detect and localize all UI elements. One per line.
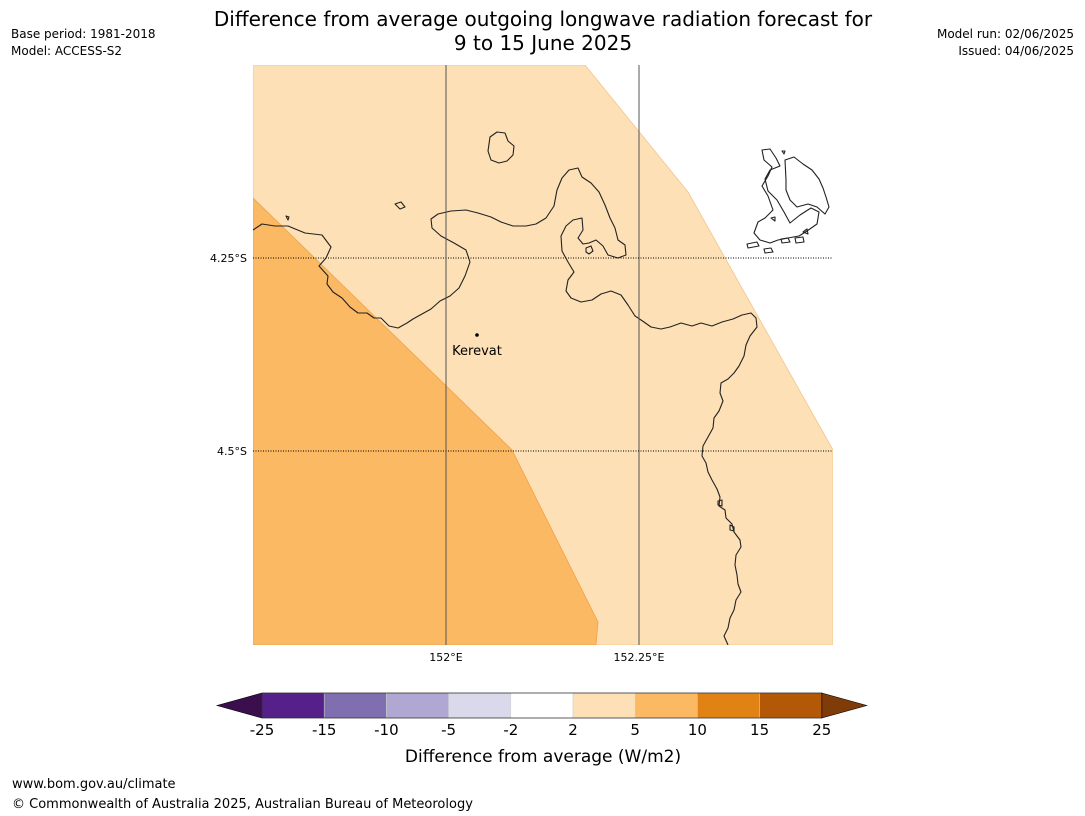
- base-period: Base period: 1981-2018: [11, 27, 156, 41]
- colorbar-tick-label: 15: [750, 721, 769, 739]
- coastline-islet-w: [285, 215, 290, 221]
- coastline-island-ne: [753, 148, 820, 244]
- coastline-island-north: [487, 131, 515, 164]
- colorbar-swatches: [215, 692, 868, 719]
- title-line-1: Difference from average outgoing longwav…: [213, 7, 873, 31]
- colorbar-tick-label: -5: [441, 721, 456, 739]
- coastline-islet-ne-b: [781, 150, 786, 155]
- coastline-island-ne-7: [802, 228, 809, 235]
- title-line-2: 9 to 15 June 2025: [453, 31, 633, 55]
- coastline-island-ne-4: [763, 247, 774, 254]
- colorbar-tick-label: -25: [250, 721, 275, 739]
- coastline-islet-c: [717, 499, 723, 507]
- colorbar-outline: [261, 692, 823, 719]
- colorbar-swatch: [386, 692, 449, 719]
- copyright: © Commonwealth of Australia 2025, Austra…: [12, 797, 473, 812]
- colorbar-swatch: [261, 692, 325, 719]
- colorbar-tick-label: -15: [312, 721, 337, 739]
- colorbar-tick-label: 10: [688, 721, 707, 739]
- coastline-island-small: [394, 201, 406, 210]
- coastline-island-ne-5: [780, 237, 791, 244]
- colorbar-arrow-high: [821, 692, 868, 719]
- coastline-islet-ne-a: [770, 216, 776, 222]
- kerevat-marker: [475, 333, 479, 337]
- issued-date: Issued: 04/06/2025: [958, 44, 1074, 58]
- anomaly-band-5-10: [253, 197, 599, 645]
- coastline-islet-b: [729, 524, 735, 532]
- page-title: Difference from average outgoing longwav…: [193, 7, 893, 55]
- footer: www.bom.gov.au/climate © Commonwealth of…: [12, 775, 473, 815]
- colorbar-swatch: [510, 692, 574, 719]
- colorbar-swatch: [759, 692, 823, 719]
- lat-label-4-5s: 4.5°S: [217, 445, 247, 458]
- colorbar-tick-label: 25: [812, 721, 831, 739]
- kerevat-label: Kerevat: [452, 344, 502, 359]
- colorbar-swatch: [323, 692, 387, 719]
- model-name: Model: ACCESS-S2: [11, 44, 123, 58]
- coastline-main: [253, 167, 758, 645]
- colorbar-swatch: [634, 692, 698, 719]
- coastline-island-ne-3: [746, 241, 760, 249]
- colorbar-tick-label: 2: [568, 721, 578, 739]
- colorbar-swatch: [572, 692, 636, 719]
- colorbar-arrow-low: [215, 692, 263, 719]
- coastline-island-ne-6: [794, 236, 805, 244]
- colorbar-swatch: [697, 692, 760, 719]
- colorbar-tick-label: -10: [374, 721, 399, 739]
- colorbar-label: Difference from average (W/m2): [405, 747, 681, 767]
- colorbar-ticks: -25 -15 -10 -5 -2 2 5 10 15 25: [250, 721, 832, 739]
- forecast-map: Kerevat 4.25°S 4.5°S 152°E 152.25°E: [210, 65, 833, 664]
- colorbar-tick-label: -2: [503, 721, 518, 739]
- map-area: Kerevat: [253, 65, 833, 645]
- coastline-island-ne-2: [784, 156, 830, 215]
- coastline-islet-a: [585, 245, 594, 255]
- meta-right: Model run: 02/06/2025 Issued: 04/06/2025: [937, 26, 1074, 60]
- website-link[interactable]: www.bom.gov.au/climate: [12, 777, 176, 792]
- coastline: [253, 131, 830, 645]
- lon-label-152-25e: 152.25°E: [614, 651, 665, 664]
- lon-label-152e: 152°E: [429, 651, 462, 664]
- colorbar-tick-label: 5: [630, 721, 640, 739]
- meta-left: Base period: 1981-2018 Model: ACCESS-S2: [11, 26, 156, 60]
- model-run: Model run: 02/06/2025: [936, 27, 1074, 41]
- lat-label-4-25s: 4.25°S: [210, 252, 247, 265]
- colorbar-swatch: [448, 692, 512, 719]
